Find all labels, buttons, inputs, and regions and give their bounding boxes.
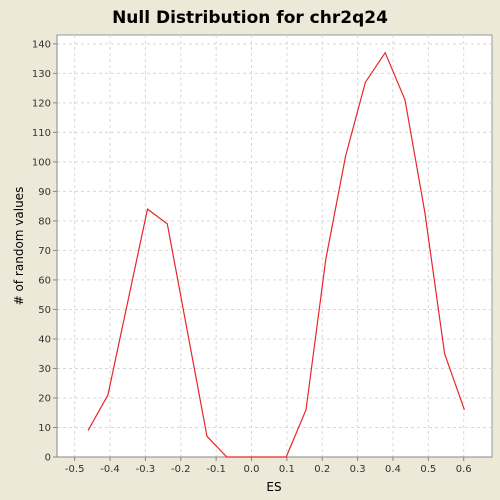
y-tick-label: 90 <box>38 187 51 198</box>
y-tick-label: 20 <box>38 393 51 404</box>
x-tick-label: 0.4 <box>385 464 401 475</box>
y-tick-label: 80 <box>38 216 51 227</box>
x-tick-label: -0.2 <box>171 464 191 475</box>
x-tick-label: 0.5 <box>420 464 436 475</box>
grid-layer <box>57 35 492 458</box>
y-tick-label: 70 <box>38 246 51 257</box>
series-line <box>87 51 465 458</box>
x-tick-label: 0.6 <box>456 464 472 475</box>
y-tick-label: 0 <box>45 453 51 464</box>
y-tick-label: 120 <box>32 98 51 109</box>
y-axis-label: # of random values <box>12 187 26 306</box>
x-axis-label: ES <box>266 480 281 494</box>
y-tick-label: 140 <box>32 39 51 50</box>
y-tick-label: 100 <box>32 157 51 168</box>
plot-area <box>56 34 493 458</box>
y-tick-label: 40 <box>38 334 51 345</box>
x-tick-label: -0.4 <box>100 464 120 475</box>
chart-title: Null Distribution for chr2q24 <box>112 8 388 28</box>
y-tick-label: 110 <box>32 128 51 139</box>
y-tick-label: 50 <box>38 305 51 316</box>
axis-layer: 0 10 20 30 40 50 60 70 80 90 100 110 120 130 140 -0.5 -0… <box>32 35 492 475</box>
y-tick-label: 130 <box>32 69 51 80</box>
y-tick-label: 10 <box>38 423 51 434</box>
x-tick-label: 0.1 <box>279 464 295 475</box>
x-tick-label: -0.1 <box>206 464 226 475</box>
y-tick-label: 30 <box>38 364 51 375</box>
x-tick-label: 0.2 <box>314 464 330 475</box>
x-tick-label: -0.5 <box>65 464 85 475</box>
x-tick-label: 0.0 <box>244 464 260 475</box>
x-tick-label: 0.3 <box>350 464 366 475</box>
series-layer <box>87 51 465 458</box>
x-tick-label: -0.3 <box>136 464 156 475</box>
y-tick-label: 60 <box>38 275 51 286</box>
